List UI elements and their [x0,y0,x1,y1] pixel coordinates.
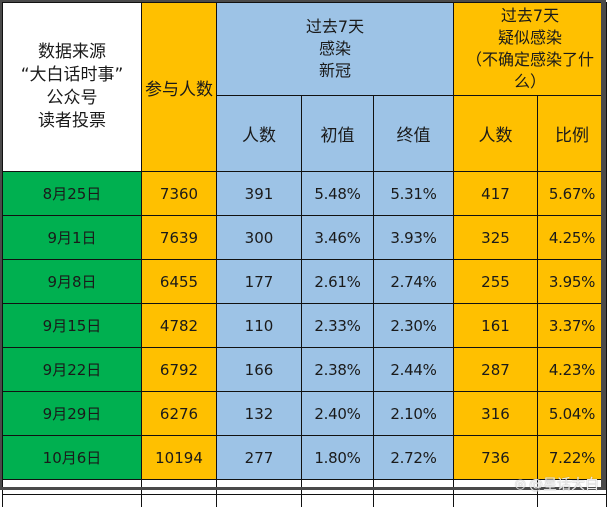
participants-cell: 6455 [142,260,217,304]
initial-value-cell: 1.80% [302,436,374,480]
initial-value-header: 初值 [302,96,374,172]
suspected-group-header: 过去7天 疑似感染 （不确定感染了什 么） [454,3,607,96]
empty-cell [374,495,454,507]
final-value-cell: 2.72% [374,436,454,480]
data-source-header: 数据来源 “大白话时事” 公众号 读者投票 [3,3,142,172]
date-cell: 10月6日 [3,436,142,480]
suspected-ratio-cell: 4.23% [538,348,607,392]
weibo-icon: ◎ [515,477,526,492]
suspected-ratio-cell: 4.25% [538,216,607,260]
header-line: 感染 [217,38,453,60]
header-line: 过去7天 [454,5,606,27]
source-line: 数据来源 [3,41,141,64]
watermark-text: @星话大白 [529,474,599,494]
date-cell: 9月29日 [3,392,142,436]
final-value-cell: 5.31% [374,172,454,216]
header-line: 么） [454,71,606,93]
infected-group-header: 过去7天 感染 新冠 [217,3,454,96]
infected-count-cell: 391 [217,172,302,216]
suspected-count-cell: 255 [454,260,538,304]
final-value-cell: 3.93% [374,216,454,260]
empty-cell [302,495,374,507]
suspected-count-cell: 161 [454,304,538,348]
empty-cell [217,495,302,507]
suspected-ratio-cell: 5.67% [538,172,607,216]
suspected-ratio-cell: 3.95% [538,260,607,304]
initial-value-cell: 2.61% [302,260,374,304]
suspected-count-cell: 417 [454,172,538,216]
empty-cell [454,495,538,507]
participants-cell: 7360 [142,172,217,216]
infected-count-cell: 132 [217,392,302,436]
header-line: 新冠 [217,60,453,82]
participants-cell: 6792 [142,348,217,392]
participants-cell: 6276 [142,392,217,436]
suspected-ratio-cell: 7.22% [538,436,607,480]
empty-cell [302,480,374,495]
empty-cell [374,480,454,495]
infected-count-header: 人数 [217,96,302,172]
header-line: （不确定感染了什 [454,49,606,71]
final-value-cell: 2.74% [374,260,454,304]
final-value-header: 终值 [374,96,454,172]
empty-cell [3,480,142,495]
infected-count-cell: 166 [217,348,302,392]
suspected-count-header: 人数 [454,96,538,172]
initial-value-cell: 2.33% [302,304,374,348]
infected-count-cell: 300 [217,216,302,260]
empty-row [3,495,607,507]
participants-cell: 7639 [142,216,217,260]
final-value-cell: 2.44% [374,348,454,392]
initial-value-cell: 2.38% [302,348,374,392]
header-line: 疑似感染 [454,27,606,49]
final-value-cell: 2.10% [374,392,454,436]
suspected-count-cell: 736 [454,436,538,480]
participants-cell: 10194 [142,436,217,480]
empty-cell [142,480,217,495]
final-value-cell: 2.30% [374,304,454,348]
source-line: 读者投票 [3,110,141,133]
participants-header: 参与人数 [142,3,217,172]
suspected-ratio-cell: 3.37% [538,304,607,348]
initial-value-cell: 2.40% [302,392,374,436]
participants-cell: 4782 [142,304,217,348]
suspected-count-cell: 316 [454,392,538,436]
empty-cell [3,495,142,507]
suspected-ratio-cell: 5.04% [538,392,607,436]
suspected-ratio-header: 比例 [538,96,607,172]
suspected-count-cell: 287 [454,348,538,392]
date-cell: 8月25日 [3,172,142,216]
date-cell: 9月22日 [3,348,142,392]
suspected-count-cell: 325 [454,216,538,260]
infected-count-cell: 277 [217,436,302,480]
empty-cell [538,495,607,507]
initial-value-cell: 3.46% [302,216,374,260]
source-line: 公众号 [3,87,141,110]
infected-count-cell: 110 [217,304,302,348]
source-line: “大白话时事” [3,64,141,87]
header-line: 过去7天 [217,16,453,38]
empty-cell [142,495,217,507]
watermark: ◎ @星话大白 [515,474,599,494]
date-cell: 9月15日 [3,304,142,348]
infected-count-cell: 177 [217,260,302,304]
date-cell: 9月1日 [3,216,142,260]
date-cell: 9月8日 [3,260,142,304]
initial-value-cell: 5.48% [302,172,374,216]
empty-cell [217,480,302,495]
